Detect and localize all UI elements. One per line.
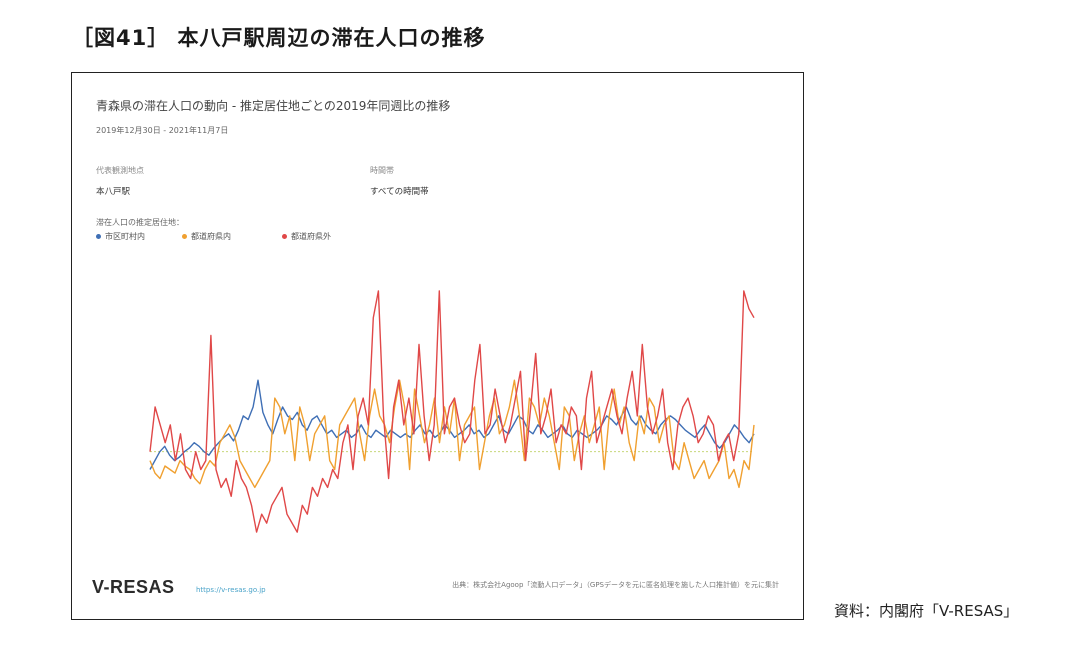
legend-item-prefecture[interactable]: 都道府県内 (182, 231, 231, 242)
legend-title: 滞在人口の推定居住地： (96, 218, 184, 227)
filter-time-label: 時間帯 (370, 166, 394, 175)
v-resas-logo: V-RESAS (92, 577, 175, 597)
legend-label-outside: 都道府県外 (291, 232, 331, 241)
figure-title: ［図41］ 本八戸駅周辺の滞在人口の推移 (72, 26, 486, 50)
legend-label-municipality: 市区町村内 (105, 232, 145, 241)
panel-date-range: 2019年12月30日 - 2021年11月7日 (96, 126, 229, 135)
legend-dot-prefecture (182, 234, 187, 239)
chart-panel: 青森県の滞在人口の動向 - 推定居住地ごとの2019年同週比の推移 2019年1… (71, 72, 804, 620)
legend-dot-outside (282, 234, 287, 239)
legend-label-prefecture: 都道府県内 (191, 232, 231, 241)
source-note: 出典：株式会社Agoop「流動人口データ」（GPSデータを元に匿名処理を施した人… (452, 581, 779, 589)
line-chart (149, 290, 755, 533)
legend-item-outside[interactable]: 都道府県外 (282, 231, 331, 242)
logo-url-link[interactable]: https://v-resas.go.jp (196, 586, 266, 594)
series-line-prefecture (149, 379, 755, 489)
figure-caption: 資料：内閣府「V-RESAS」 (834, 602, 1019, 620)
panel-title: 青森県の滞在人口の動向 - 推定居住地ごとの2019年同週比の推移 (96, 99, 451, 113)
filter-area-value[interactable]: 本八戸駅 (96, 187, 131, 197)
legend-item-municipality[interactable]: 市区町村内 (96, 231, 145, 242)
legend-dot-municipality (96, 234, 101, 239)
series-line-outside (149, 290, 755, 533)
filter-time-value[interactable]: すべての時間帯 (370, 187, 429, 197)
filter-area-label: 代表観測地点 (96, 166, 144, 175)
